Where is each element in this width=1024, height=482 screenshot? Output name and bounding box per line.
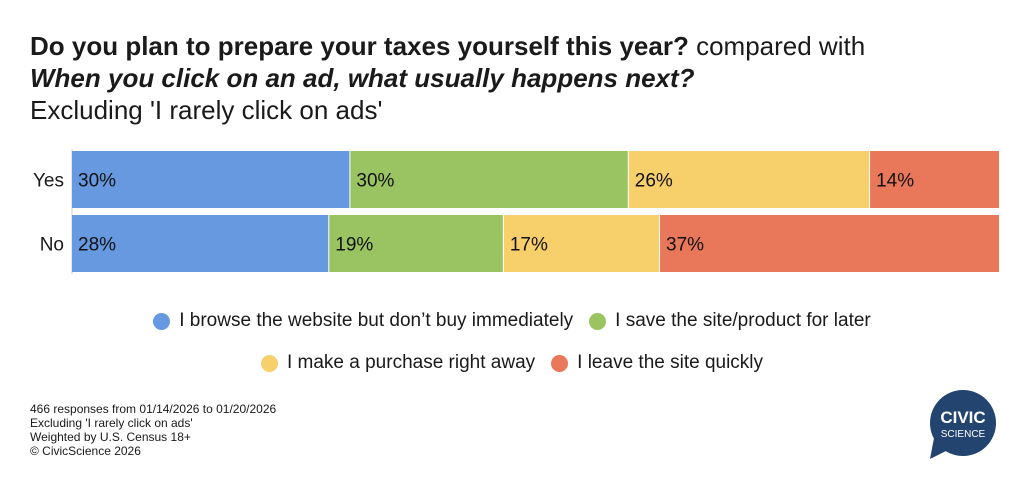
civicscience-logo: CIVIC SCIENCE [930,390,996,459]
data-label-yes-series-0: 30% [78,171,116,192]
legend-item-browse: I browse the website but don’t buy immed… [153,310,573,332]
data-label-no-series-0: 28% [78,235,116,256]
data-label-no-series-1: 19% [335,235,373,256]
legend-dot-save [589,312,607,330]
legend-row-2: I make a purchase right away I leave the… [0,352,1024,374]
bar-yes-series-1 [350,151,628,208]
data-label-no-series-3: 37% [666,235,704,256]
legend-dot-purchase [260,354,278,372]
data-label-yes-series-3: 14% [876,171,914,192]
bar-no-series-2 [503,215,660,272]
footer-exclusion: Excluding 'I rarely click on ads' [30,416,193,430]
data-label-no-series-2: 17% [510,235,548,256]
logo-bubble-tail [930,438,948,459]
logo-text-civic: CIVIC [940,408,985,427]
logo-bubble [930,390,996,456]
data-label-yes-series-1: 30% [356,171,394,192]
legend-dot-leave [551,354,569,372]
title-connector: compared with [688,31,866,61]
footer-responses: 466 responses from 01/14/2026 to 01/20/2… [30,402,277,416]
legend-label-purchase: I make a purchase right away [286,352,536,373]
legend-label-leave: I leave the site quickly [577,352,764,373]
bar-no-series-1 [329,215,503,272]
legend-label-save: I save the site/product for later [615,310,871,331]
bar-yes-series-3 [870,151,999,208]
stacked-bar-chart: Yes 30% 30% 26% 14% No 28% 19% 17% 37% [33,149,999,274]
footer-copyright: © CivicScience 2026 [30,444,141,458]
bar-no-series-3 [660,215,999,272]
title-question-2: When you click on an ad, what usually ha… [30,63,695,93]
legend-row-1: I browse the website but don’t buy immed… [0,310,1024,332]
legend-item-save: I save the site/product for later [589,310,871,332]
chart-subtitle: Excluding 'I rarely click on ads' [30,95,383,125]
legend-dot-browse [153,312,171,330]
bar-yes-series-2 [628,151,870,208]
legend-item-purchase: I make a purchase right away [260,352,536,374]
data-label-yes-series-2: 26% [635,171,673,192]
chart-title: Do you plan to prepare your taxes yourse… [30,30,1010,126]
bar-no-series-0 [72,215,329,272]
title-question-1: Do you plan to prepare your taxes yourse… [30,31,689,61]
footer-notes: 466 responses from 01/14/2026 to 01/20/2… [30,402,276,458]
footer-weighting: Weighted by U.S. Census 18+ [30,430,191,444]
legend-label-browse: I browse the website but don’t buy immed… [179,310,574,331]
category-label-yes: Yes [33,171,64,192]
logo-text-science: SCIENCE [941,429,986,440]
bar-yes-series-0 [72,151,350,208]
category-label-no: No [40,235,64,256]
legend-item-leave: I leave the site quickly [551,352,763,374]
